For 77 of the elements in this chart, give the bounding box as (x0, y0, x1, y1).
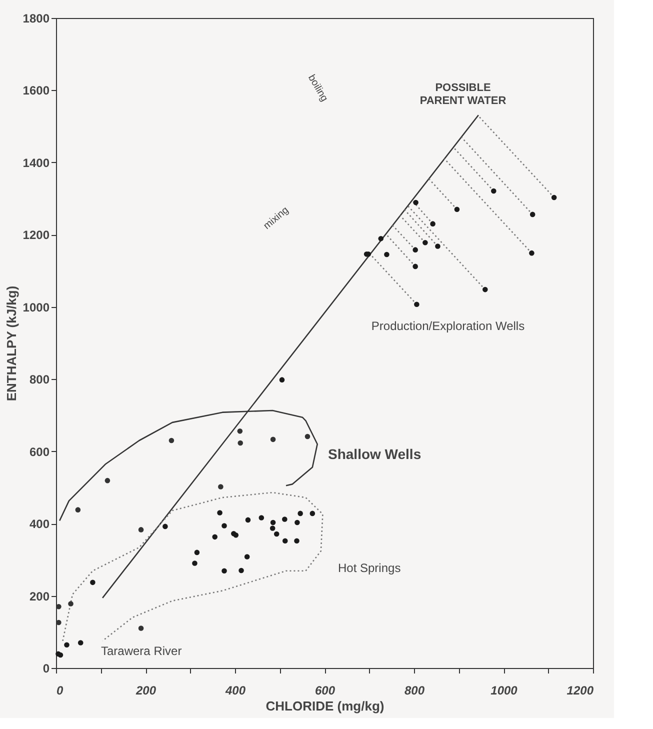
point (64, 642, 70, 648)
point (78, 640, 84, 646)
point (217, 510, 222, 516)
point (529, 250, 534, 256)
point (56, 651, 61, 657)
point (413, 200, 418, 206)
point (491, 188, 496, 194)
point (454, 206, 460, 212)
annotation: Hot Springs (338, 561, 401, 575)
point (435, 244, 440, 249)
point (237, 428, 243, 434)
annotation: Production/Exploration Wells (371, 319, 525, 333)
y-tick-label: 1600 (22, 84, 50, 98)
point (304, 434, 310, 440)
point (422, 240, 428, 246)
y-tick-label: 400 (29, 517, 50, 532)
point (270, 526, 276, 531)
point (412, 247, 418, 252)
x-tick-label: 0 (56, 684, 64, 698)
point (238, 568, 244, 574)
point (192, 560, 198, 566)
y-tick-label: 1800 (22, 12, 50, 26)
point (294, 520, 300, 526)
y-tick-label: 800 (29, 372, 50, 387)
x-tick-label: 600 (314, 684, 336, 698)
x-tick-label: 1200 (566, 684, 594, 698)
y-tick-label: 1400 (22, 156, 50, 170)
point (162, 524, 168, 530)
point (310, 510, 316, 516)
annotation: POSSIBLE PARENT WATER (420, 82, 506, 107)
point (279, 377, 285, 382)
point (194, 550, 200, 556)
point (168, 438, 174, 444)
point (212, 534, 218, 540)
point (90, 580, 96, 586)
point (414, 302, 420, 307)
point (298, 510, 303, 516)
point (138, 527, 144, 532)
point (233, 532, 239, 538)
point (551, 194, 557, 200)
x-axis-title: CHLORIDE (mg/kg) (266, 698, 384, 714)
point (282, 516, 288, 522)
point (274, 531, 280, 537)
point (270, 520, 276, 526)
point (222, 568, 227, 574)
point (245, 517, 251, 523)
y-tick-label: 0 (42, 662, 50, 676)
y-tick-label: 200 (29, 589, 50, 604)
point (68, 601, 74, 606)
point (218, 484, 224, 490)
annotation: Shallow Wells (328, 446, 422, 462)
x-tick-label: 400 (224, 684, 246, 698)
y-axis-title: ENTHALPY (kJ/kg) (4, 286, 19, 402)
x-tick-label: 800 (404, 684, 425, 698)
y-tick-label: 600 (29, 444, 50, 459)
point (430, 221, 436, 226)
point (270, 436, 276, 442)
point (378, 236, 384, 242)
line-series (62, 492, 324, 642)
y-tick-label: 1200 (22, 228, 50, 242)
point (222, 523, 227, 528)
point (104, 478, 110, 484)
point (412, 264, 418, 270)
point (138, 626, 144, 631)
point (282, 538, 288, 544)
point (258, 515, 264, 520)
point (238, 440, 244, 446)
annotation: Tarawera River (101, 644, 182, 658)
point (482, 286, 488, 292)
point (75, 507, 81, 512)
point (530, 212, 536, 218)
y-tick-label: 1000 (22, 300, 50, 314)
point (244, 554, 250, 560)
x-tick-label: 1000 (490, 684, 518, 698)
point (384, 252, 390, 258)
x-tick-label: 200 (134, 684, 156, 698)
point (294, 538, 300, 544)
